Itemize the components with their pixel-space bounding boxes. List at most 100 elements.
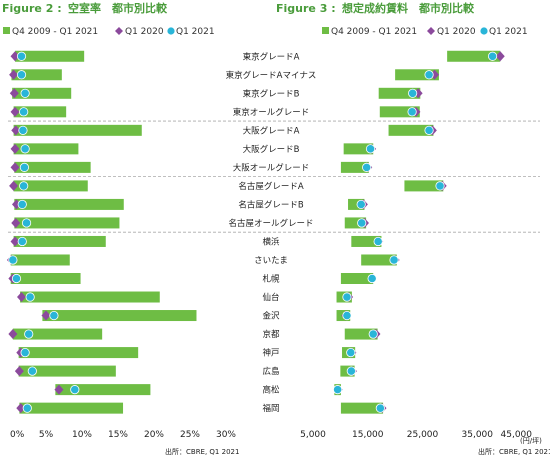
q1-2021-marker (19, 162, 30, 172)
range-bar (344, 328, 378, 340)
group-dividers (8, 120, 540, 233)
q1-2020-marker (9, 69, 19, 80)
axis-tick-label: 15% (108, 430, 128, 440)
range-bar (340, 161, 369, 173)
range-bar (378, 87, 421, 99)
legend-label-range: Q4 2009 - Q1 2021 (12, 27, 98, 37)
q1-2021-marker (487, 51, 498, 61)
q1-2021-marker (357, 218, 367, 228)
q1-2021-marker (342, 292, 352, 302)
legend-label-q1-2020: Q1 2020 (125, 27, 164, 37)
category-label: 神戸 (262, 348, 279, 359)
legend-label-q1-2021: Q1 2021 (176, 27, 215, 37)
range-bar (15, 50, 85, 62)
fig2-source: 出所：CBRE, Q1 2021 (165, 447, 239, 456)
q1-2020-marker (54, 384, 64, 395)
q1-2021-marker (367, 273, 377, 284)
axis-tick-label: 5,000 (300, 430, 326, 440)
range-bar (13, 124, 142, 136)
range-bar (42, 310, 197, 322)
axis-tick-label: 30% (216, 430, 236, 440)
q1-2020-marker (11, 217, 21, 228)
q1-2021-marker (20, 144, 30, 154)
range-bar (20, 291, 160, 303)
q1-2021-marker (368, 329, 378, 339)
q1-2021-marker (49, 310, 59, 321)
category-label: 金沢 (262, 311, 280, 322)
legend-label-q1-2021: Q1 2021 (489, 27, 528, 37)
fig2-label: Figure 2 : (2, 2, 62, 15)
q1-2021-marker (16, 70, 27, 80)
q1-2020-marker (11, 125, 21, 136)
q1-2021-marker (19, 107, 29, 117)
q1-2020-marker (17, 292, 27, 303)
q1-2020-marker (10, 106, 20, 117)
range-bar (11, 69, 62, 81)
q1-2021-marker (27, 366, 37, 376)
q1-2021-marker (17, 236, 27, 247)
category-label: 大阪グレードA (243, 125, 300, 136)
q1-2021-marker (18, 125, 28, 135)
range-bar (13, 180, 88, 192)
q1-2021-marker (17, 199, 27, 210)
q1-2021-marker (435, 181, 445, 191)
range-bar (12, 328, 103, 340)
q1-2020-marker (10, 51, 20, 62)
axis-tick-label: 25,000 (407, 430, 439, 440)
q1-2021-marker (19, 181, 29, 191)
category-label: 福岡 (262, 403, 279, 414)
rent-chart: 5,000 15,000 25,000 35,000 45,000 (300, 50, 533, 440)
range-bar (13, 235, 106, 247)
range-bar (379, 106, 420, 118)
axis-tick-label: 0% (10, 430, 25, 440)
range-bar (10, 273, 81, 284)
q1-2020-marker (41, 310, 51, 321)
category-label: 東京グレードB (243, 88, 300, 99)
q1-2021-marker (70, 385, 80, 395)
range-bar (18, 365, 116, 377)
legend-diamond-icon (115, 27, 123, 35)
vacancy-chart: 0% 5% 10% 15% 20% 25% 30% (6, 50, 236, 440)
range-bar (361, 254, 397, 266)
fig3-unit: (円/坪) (520, 437, 542, 445)
legend-swatch-range (3, 27, 10, 34)
q1-2021-marker (389, 255, 399, 265)
range-bar (388, 124, 434, 136)
axis-tick-label: 20% (144, 430, 164, 440)
q1-2021-marker (8, 255, 18, 265)
q1-2021-marker (373, 236, 383, 247)
q1-2020-marker (14, 366, 24, 377)
range-bar (404, 180, 444, 192)
q1-2021-marker (424, 125, 434, 135)
category-label: 京都 (262, 329, 280, 340)
range-bar (19, 402, 124, 414)
range-bar (351, 235, 382, 247)
axis-tick-label: 45,000 (501, 430, 533, 440)
q1-2021-marker (346, 366, 356, 376)
q1-2021-marker (22, 403, 32, 413)
range-bar (10, 254, 70, 266)
range-bar (344, 217, 367, 229)
q1-2020-marker (10, 236, 20, 247)
range-bar (340, 402, 384, 414)
range-bar (12, 87, 72, 99)
legend-circle-icon (167, 27, 175, 35)
q1-2021-marker (375, 403, 385, 413)
q1-2021-marker (21, 218, 32, 228)
q1-2021-marker (20, 347, 30, 358)
range-bar (343, 143, 374, 155)
q1-2021-marker (362, 162, 372, 172)
range-bar (395, 69, 439, 81)
fig2-legend: Q4 2009 - Q1 2021 Q1 2020 Q1 2021 (3, 27, 215, 37)
range-bar (18, 347, 139, 359)
fig3-title: 想定成約賃料 都市別比較 (341, 1, 475, 15)
category-label: 大阪オールグレード (233, 162, 310, 173)
axis-tick-label: 25% (180, 430, 200, 440)
legend-circle-icon (480, 27, 488, 35)
category-label: 札幌 (262, 274, 280, 285)
range-bar (13, 106, 67, 118)
fig3-source: 出所：CBRE, Q1 2021 (478, 447, 550, 456)
q1-2021-marker (16, 51, 27, 61)
category-label: さいたま (254, 256, 288, 266)
